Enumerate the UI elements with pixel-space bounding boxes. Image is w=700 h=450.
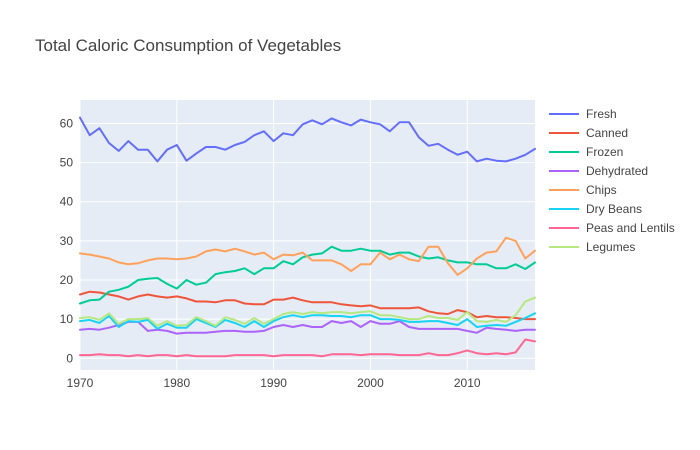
legend-label: Fresh [586, 107, 617, 121]
y-tick-label: 30 [60, 234, 74, 248]
series-lines [79, 116, 536, 358]
x-tick-label: 1970 [67, 376, 94, 390]
legend-label: Dehydrated [586, 164, 648, 178]
legend-item-chips[interactable]: Chips [549, 183, 617, 197]
legend-item-peas-and-lentils[interactable]: Peas and Lentils [549, 221, 675, 235]
series-line-dehydrated [79, 320, 536, 335]
y-axis-ticks: 0 10 20 30 40 50 60 [60, 116, 74, 365]
legend-item-dry-beans[interactable]: Dry Beans [549, 202, 642, 216]
x-axis-ticks: 1970 1980 1990 2000 2010 [67, 376, 481, 390]
series-line-legumes [79, 296, 536, 327]
x-tick-label: 1980 [163, 376, 190, 390]
legend-item-legumes[interactable]: Legumes [549, 240, 635, 254]
legend[interactable]: Fresh Canned Frozen Dehydrated Chips Dry Bean… [549, 107, 675, 254]
series-line-canned [79, 290, 536, 321]
x-tick-label: 2000 [357, 376, 384, 390]
legend-item-canned[interactable]: Canned [549, 126, 628, 140]
x-tick-label: 2010 [454, 376, 481, 390]
series-line-dry-beans [79, 312, 536, 330]
legend-label: Peas and Lentils [586, 221, 675, 235]
y-tick-label: 10 [60, 312, 74, 326]
legend-item-fresh[interactable]: Fresh [549, 107, 617, 121]
series-line-chips [79, 236, 536, 276]
y-tick-label: 60 [60, 116, 74, 130]
y-tick-label: 50 [60, 156, 74, 170]
y-tick-label: 0 [66, 351, 73, 365]
legend-label: Legumes [586, 240, 635, 254]
legend-label: Dry Beans [586, 202, 642, 216]
y-tick-label: 40 [60, 195, 74, 209]
chart-title: Total Caloric Consumption of Vegetables [35, 36, 341, 55]
y-tick-label: 20 [60, 273, 74, 287]
legend-label: Frozen [586, 145, 623, 159]
legend-item-dehydrated[interactable]: Dehydrated [549, 164, 648, 178]
legend-label: Chips [586, 183, 617, 197]
series-line-fresh [79, 116, 536, 163]
series-line-peas-and-lentils [79, 338, 536, 358]
legend-label: Canned [586, 126, 628, 140]
x-tick-label: 1990 [260, 376, 287, 390]
legend-item-frozen[interactable]: Frozen [549, 145, 623, 159]
